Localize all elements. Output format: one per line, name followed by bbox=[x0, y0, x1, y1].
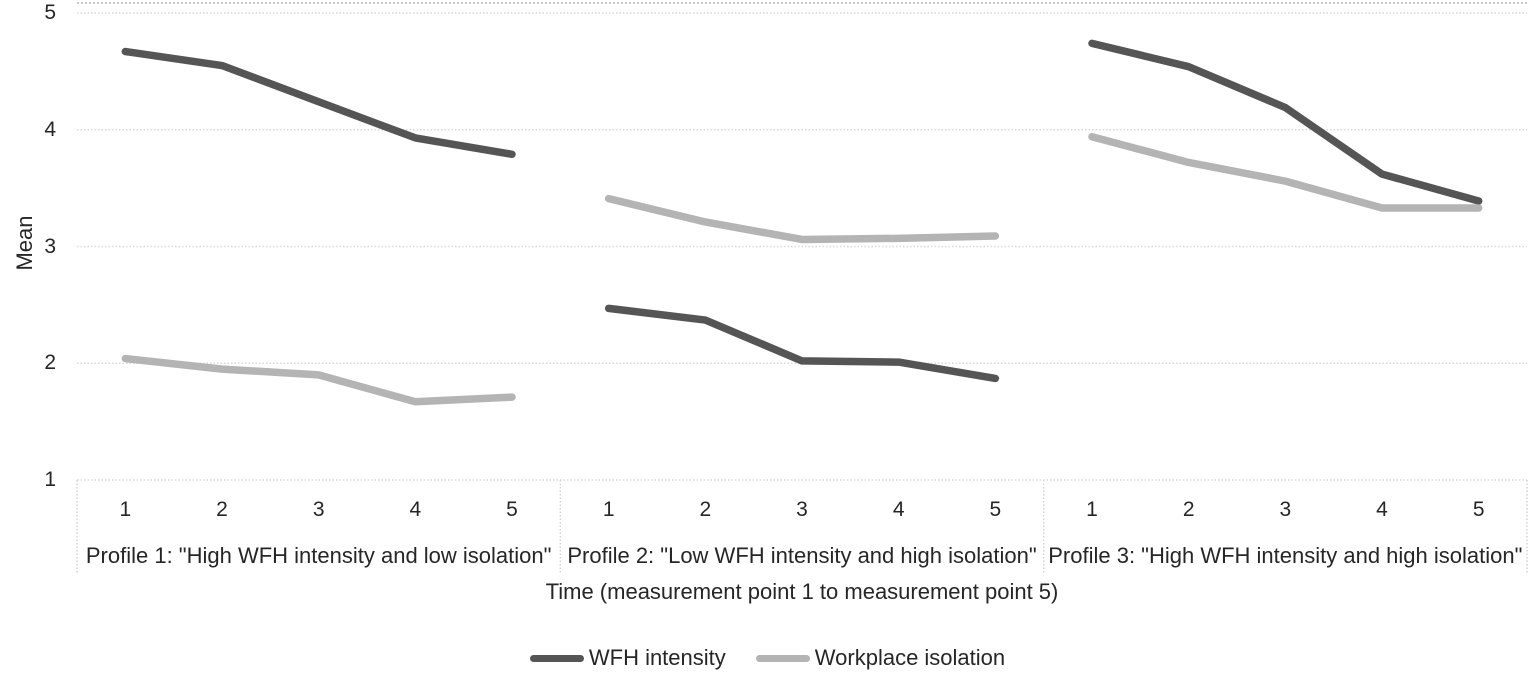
legend-item-wfh-intensity: WFH intensity bbox=[529, 645, 726, 671]
x-tick-label-panel3-3: 3 bbox=[1279, 498, 1292, 521]
series-line-workplace-isolation-panel-3 bbox=[1088, 133, 1483, 212]
legend-label-wfh-intensity: WFH intensity bbox=[588, 645, 726, 670]
panel-label-profile-3: Profile 3: "High WFH intensity and high … bbox=[1048, 543, 1523, 568]
legend-line-swatch-wfh-intensity bbox=[529, 654, 584, 662]
legend-item-workplace-isolation: Workplace isolation bbox=[755, 645, 1006, 671]
series-line-wfh-intensity-panel-3 bbox=[1088, 39, 1483, 205]
legend-line-swatch-workplace-isolation bbox=[755, 654, 810, 662]
x-tick-label-panel2-1: 1 bbox=[602, 498, 615, 521]
series-line-wfh-intensity-panel-2 bbox=[604, 304, 1000, 383]
x-tick-label-panel1-1: 1 bbox=[119, 498, 132, 521]
x-tick-label-panel3-4: 4 bbox=[1376, 498, 1388, 521]
x-tick-label-panel1-3: 3 bbox=[312, 498, 325, 521]
y-tick-label-3: 3 bbox=[44, 234, 56, 258]
legend-label-workplace-isolation: Workplace isolation bbox=[814, 645, 1006, 670]
x-tick-label-panel2-4: 4 bbox=[892, 498, 905, 521]
panel-label-profile-2: Profile 2: "Low WFH intensity and high i… bbox=[567, 543, 1037, 568]
series-line-workplace-isolation-panel-2 bbox=[604, 194, 1000, 244]
x-tick-label-panel1-5: 5 bbox=[506, 498, 518, 521]
y-tick-label-2: 2 bbox=[44, 351, 56, 375]
y-tick-label-4: 4 bbox=[44, 117, 56, 141]
x-tick-label-panel1-2: 2 bbox=[216, 498, 228, 521]
y-tick-label-5: 5 bbox=[44, 1, 56, 24]
series-line-workplace-isolation-panel-1 bbox=[121, 354, 516, 406]
x-tick-label-panel3-2: 2 bbox=[1182, 498, 1195, 521]
x-tick-label-panel3-1: 1 bbox=[1086, 498, 1098, 521]
series-line-wfh-intensity-panel-1 bbox=[121, 47, 516, 159]
panel-label-profile-1: Profile 1: "High WFH intensity and low i… bbox=[85, 543, 552, 568]
x-tick-label-panel1-4: 4 bbox=[409, 498, 422, 521]
x-tick-label-panel2-3: 3 bbox=[796, 498, 808, 521]
x-axis-title: Time (measurement point 1 to measurement… bbox=[545, 579, 1059, 604]
x-tick-label-panel2-5: 5 bbox=[989, 498, 1002, 521]
legend: WFH intensity Workplace isolation bbox=[0, 645, 1535, 671]
x-tick-label-panel2-2: 2 bbox=[699, 498, 712, 521]
x-tick-label-panel3-5: 5 bbox=[1472, 498, 1485, 521]
y-tick-label-1: 1 bbox=[44, 468, 56, 491]
